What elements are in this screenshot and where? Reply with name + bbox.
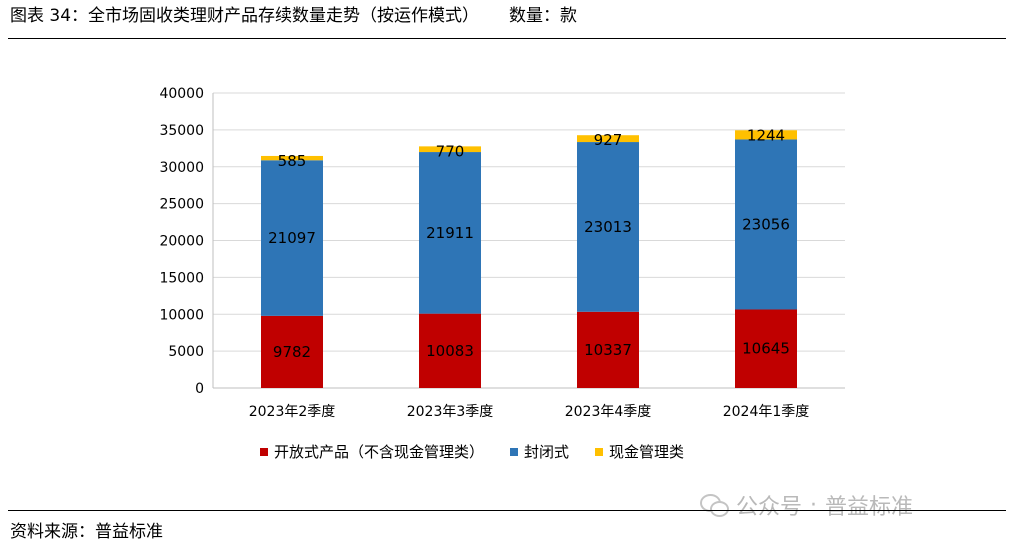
bar-open xyxy=(261,315,323,388)
watermark-right: 普益标准 xyxy=(825,495,914,520)
y-tick-label: 10000 xyxy=(159,307,204,323)
top-rule xyxy=(8,38,1006,39)
legend-swatch-closed xyxy=(510,447,519,456)
bottom-rule xyxy=(8,510,1006,511)
data-label-open: 10645 xyxy=(742,340,790,358)
x-tick-label: 2023年3季度 xyxy=(407,404,494,420)
legend-swatch-cash xyxy=(595,447,604,456)
data-label-cash: 770 xyxy=(436,142,465,160)
data-label-open: 10083 xyxy=(426,342,474,360)
bar-cash xyxy=(577,135,639,143)
y-tick-label: 40000 xyxy=(159,86,204,102)
data-label-closed: 23056 xyxy=(742,215,790,233)
watermark: 公众号 · 普益标准 xyxy=(700,489,913,521)
legend-label-closed: 封闭式 xyxy=(524,443,570,461)
y-tick-label: 15000 xyxy=(159,270,204,286)
bar-cash xyxy=(735,130,797,140)
bar-open xyxy=(419,313,481,388)
y-tick-label: 25000 xyxy=(159,197,204,213)
x-tick-label: 2023年4季度 xyxy=(565,404,652,420)
legend-label-cash: 现金管理类 xyxy=(609,443,685,461)
bar-open xyxy=(577,311,639,388)
data-label-open: 9782 xyxy=(273,343,311,361)
data-label-cash: 585 xyxy=(278,152,307,170)
title-text: 图表 34：全市场固收类理财产品存续数量走势（按运作模式） xyxy=(10,6,480,26)
data-label-closed: 23013 xyxy=(584,218,632,236)
legend-label-open: 开放式产品（不含现金管理类） xyxy=(274,443,485,461)
unit-label: 数量：款 xyxy=(509,6,578,26)
bar-closed xyxy=(261,160,323,316)
legend-item-cash: 现金管理类 xyxy=(595,441,684,462)
legend-item-closed: 封闭式 xyxy=(510,441,569,462)
bar-cash xyxy=(419,146,481,153)
legend-swatch-open xyxy=(260,447,268,456)
bar-closed xyxy=(419,152,481,314)
legend: 开放式产品（不含现金管理类） 封闭式 现金管理类 xyxy=(260,441,684,462)
bar-closed xyxy=(735,139,797,310)
wechat-icon xyxy=(700,492,730,518)
source-note: 资料来源：普益标准 xyxy=(10,522,163,542)
watermark-left: 公众号 xyxy=(736,495,803,520)
data-label-closed: 21911 xyxy=(426,224,474,242)
data-label-cash: 1244 xyxy=(747,126,785,144)
data-label-closed: 21097 xyxy=(268,229,316,247)
data-label-open: 10337 xyxy=(584,341,632,359)
watermark-separator: · xyxy=(810,492,818,518)
y-tick-label: 5000 xyxy=(168,344,204,360)
bar-open xyxy=(735,309,797,388)
y-tick-label: 20000 xyxy=(159,234,204,250)
y-tick-label: 30000 xyxy=(159,160,204,176)
bar-cash xyxy=(261,155,323,161)
bar-closed xyxy=(577,142,639,312)
y-tick-label: 35000 xyxy=(159,123,204,139)
chart-title: 图表 34：全市场固收类理财产品存续数量走势（按运作模式） 数量：款 xyxy=(10,4,577,28)
legend-item-open: 开放式产品（不含现金管理类） xyxy=(260,441,484,462)
x-tick-label: 2024年1季度 xyxy=(723,404,810,420)
data-label-cash: 927 xyxy=(594,131,623,149)
y-tick-label: 0 xyxy=(195,381,204,397)
x-tick-label: 2023年2季度 xyxy=(249,404,336,420)
